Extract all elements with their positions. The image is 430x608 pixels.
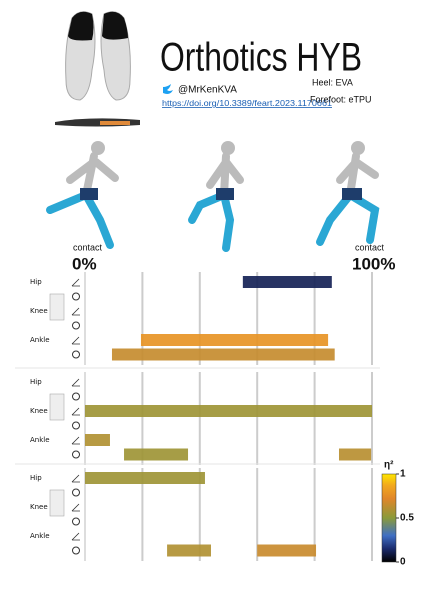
colorbar-label: η² (384, 460, 394, 471)
effect-bar (124, 448, 189, 461)
colorbar (381, 473, 397, 563)
moment-icon (72, 392, 80, 401)
handle: @MrKenKVA (178, 85, 237, 96)
colorbar-tick-label: 0.5 (400, 513, 414, 524)
moment-icon (72, 517, 80, 526)
angle-icon (71, 307, 80, 316)
angle-icon (71, 336, 80, 345)
angle-icon (71, 378, 80, 387)
angle-icon (71, 278, 80, 287)
moment-icon (72, 421, 80, 430)
body-icon (49, 489, 65, 517)
row-label: Hip (30, 278, 42, 286)
twitter-icon (163, 84, 173, 94)
plot-area: Hip Knee Ankle Hip Knee Ankle Hip Knee Ankle η² 0 0… (15, 272, 414, 568)
row-label: Ankle (30, 436, 50, 444)
effect-bar (85, 472, 205, 484)
moment-icon (72, 321, 80, 330)
effect-bar (85, 405, 372, 417)
angle-icon (71, 532, 80, 541)
moment-icon (72, 546, 80, 555)
angle-icon (71, 436, 80, 445)
row-label: Knee (30, 503, 48, 511)
angle-icon (71, 407, 80, 416)
row-label: Knee (30, 307, 48, 315)
effect-bar (257, 544, 317, 557)
start-label-top: contact (73, 242, 103, 252)
forefoot-material: Forefoot: eTPU (310, 94, 372, 104)
colorbar-tick-label: 1 (400, 469, 406, 480)
row-label: Hip (30, 378, 42, 386)
angle-icon (71, 503, 80, 512)
angle-icon (71, 474, 80, 483)
runner-figures (46, 141, 380, 252)
effect-bar (242, 276, 332, 288)
end-label-top: contact (355, 242, 385, 252)
effect-bar (167, 544, 211, 557)
start-label: 0% (72, 254, 97, 273)
effect-bar (140, 334, 329, 346)
moment-icon (72, 292, 80, 301)
body-icon (49, 393, 65, 421)
effect-bar (338, 448, 372, 461)
effect-bar (85, 434, 110, 446)
end-label: 100% (352, 254, 395, 273)
colorbar-tick-label: 0 (400, 557, 406, 568)
effect-bar (111, 348, 335, 361)
row-label: Ankle (30, 532, 50, 540)
doi-link[interactable]: https://doi.org/10.3389/feart.2023.11706… (162, 99, 333, 108)
body-icon (49, 293, 65, 321)
heel-material: Heel: EVA (312, 77, 353, 87)
row-label: Knee (30, 407, 48, 415)
insole-photo (55, 11, 140, 127)
moment-icon (72, 350, 80, 359)
row-label: Ankle (30, 336, 50, 344)
title: Orthotics HYB (160, 36, 362, 80)
row-label: Hip (30, 474, 42, 482)
moment-icon (72, 450, 80, 459)
moment-icon (72, 488, 80, 497)
